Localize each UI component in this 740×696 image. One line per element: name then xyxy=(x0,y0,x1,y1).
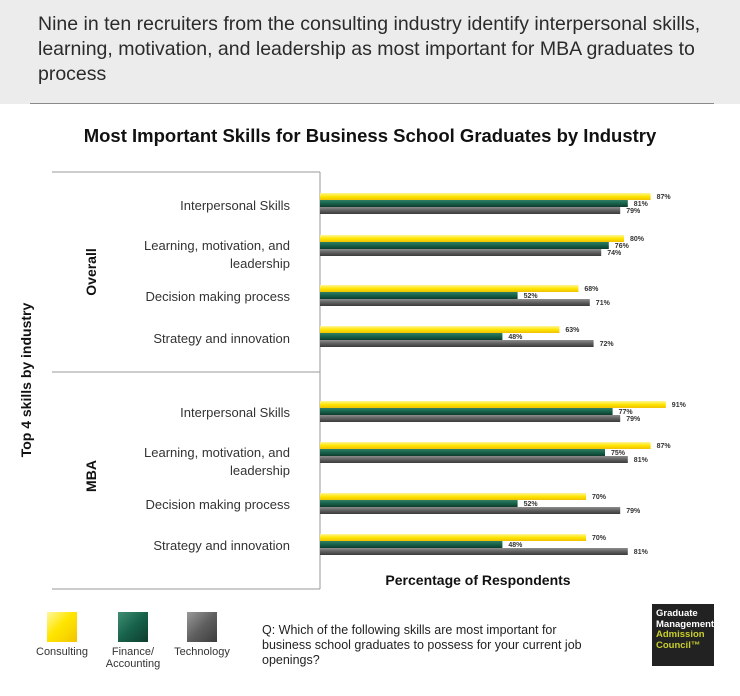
data-label: 70% xyxy=(592,535,607,542)
logo-line-3: Admission xyxy=(656,629,705,640)
data-label: 63% xyxy=(565,327,580,334)
data-label: 87% xyxy=(657,194,672,201)
data-label: 52% xyxy=(524,501,539,508)
header-banner: Nine in ten recruiters from the consulti… xyxy=(0,0,740,104)
data-label: 81% xyxy=(634,201,649,208)
data-label: 75% xyxy=(611,450,626,457)
data-label: 71% xyxy=(596,300,611,307)
bar-consulting xyxy=(320,285,579,292)
bar-finance xyxy=(320,500,518,507)
data-label: 52% xyxy=(524,293,539,300)
data-label: 79% xyxy=(626,208,641,215)
bar-consulting xyxy=(320,193,651,200)
bar-consulting xyxy=(320,401,666,408)
data-label: 81% xyxy=(634,457,649,464)
y-axis-title: Top 4 skills by industry xyxy=(18,303,34,458)
bar-technology xyxy=(320,507,621,514)
bar-technology xyxy=(320,415,621,422)
logo-line-4: Council™ xyxy=(656,639,701,651)
data-label: 68% xyxy=(584,286,599,293)
legend-swatch-finance xyxy=(118,612,148,642)
bar-technology xyxy=(320,299,590,306)
bar-technology xyxy=(320,207,621,214)
data-label: 79% xyxy=(626,508,641,515)
header-divider xyxy=(30,103,714,104)
data-label: 76% xyxy=(615,243,630,250)
chart-title: Most Important Skills for Business Schoo… xyxy=(83,125,657,146)
data-label: 87% xyxy=(657,443,672,450)
legend-label-consulting: Consulting xyxy=(36,646,88,658)
category-label: leadership xyxy=(230,256,290,271)
data-label: 48% xyxy=(508,542,523,549)
data-label: 91% xyxy=(672,402,687,409)
headline: Nine in ten recruiters from the consulti… xyxy=(38,13,701,85)
bar-finance xyxy=(320,242,609,249)
legend-item-consulting: Consulting xyxy=(30,612,94,658)
category-label: Decision making process xyxy=(145,497,290,512)
data-label: 79% xyxy=(626,416,641,423)
legend-item-technology: Technology xyxy=(170,612,234,658)
data-label: 70% xyxy=(592,494,607,501)
category-label: leadership xyxy=(230,463,290,478)
bar-technology xyxy=(320,249,602,256)
legend-label-technology: Technology xyxy=(174,646,230,658)
data-label: 48% xyxy=(508,334,523,341)
bar-finance xyxy=(320,408,613,415)
category-label: Interpersonal Skills xyxy=(180,405,290,420)
bar-finance xyxy=(320,292,518,299)
category-label: Learning, motivation, and xyxy=(144,238,290,253)
bar-consulting xyxy=(320,442,651,449)
bar-technology xyxy=(320,548,628,555)
category-label: Strategy and innovation xyxy=(153,538,290,553)
bar-technology xyxy=(320,340,594,347)
category-label: Learning, motivation, and xyxy=(144,445,290,460)
category-label: Strategy and innovation xyxy=(153,331,290,346)
data-label: 74% xyxy=(607,250,622,257)
category-label: Decision making process xyxy=(145,289,290,304)
bar-consulting xyxy=(320,493,586,500)
gmac-logo: Graduate Management Admission Council™ xyxy=(652,604,714,666)
legend-item-finance: Finance/ Accounting xyxy=(100,612,166,670)
bar-consulting xyxy=(320,235,624,242)
group-label-mba: MBA xyxy=(83,460,99,492)
legend-swatch-consulting xyxy=(47,612,77,642)
data-label: 77% xyxy=(619,409,634,416)
legend-label-finance: Finance/ Accounting xyxy=(105,646,161,670)
data-label: 72% xyxy=(600,341,615,348)
x-axis-title: Percentage of Respondents xyxy=(385,572,570,588)
bar-consulting xyxy=(320,534,586,541)
bar-technology xyxy=(320,456,628,463)
data-label: 80% xyxy=(630,236,645,243)
bar-finance xyxy=(320,449,605,456)
category-label: Interpersonal Skills xyxy=(180,198,290,213)
group-label-overall: Overall xyxy=(83,248,99,295)
bar-finance xyxy=(320,333,503,340)
logo-line-1: Graduate xyxy=(656,608,698,619)
bar-consulting xyxy=(320,326,560,333)
bar-finance xyxy=(320,200,628,207)
data-label: 81% xyxy=(634,549,649,556)
legend-swatch-technology xyxy=(187,612,217,642)
bar-finance xyxy=(320,541,503,548)
survey-question: Q: Which of the following skills are mos… xyxy=(262,623,582,667)
logo-line-2: Management xyxy=(656,618,715,630)
